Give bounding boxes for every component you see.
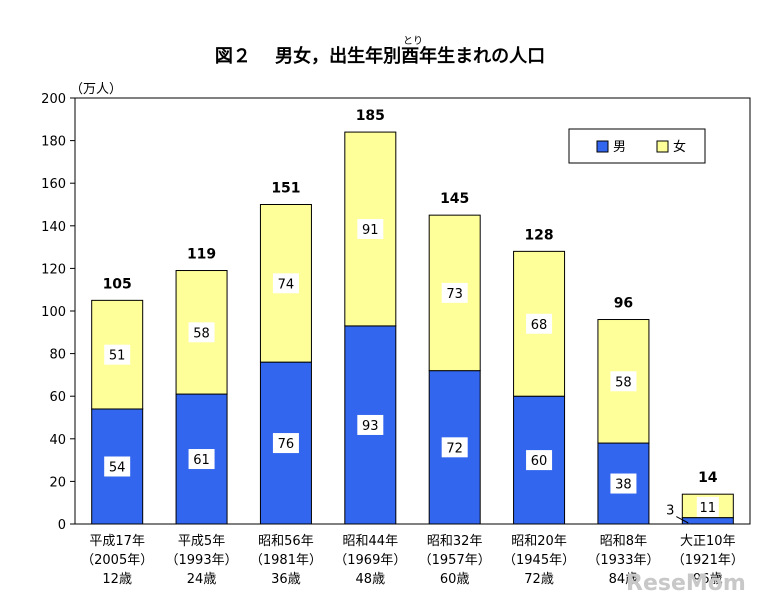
- x-category-label: 72歳: [524, 572, 554, 587]
- title-suffix: 年生まれの人口: [419, 45, 545, 67]
- x-category-label: （1921年）: [672, 553, 744, 568]
- male-value-label: 72: [446, 441, 463, 456]
- x-category-label: 昭和20年: [511, 534, 567, 549]
- male-value-label: 3: [666, 504, 674, 519]
- male-value-label-box: [526, 450, 553, 471]
- x-category-label: 昭和44年: [343, 534, 399, 549]
- plot-area: 0 20 40 60 80 100 120 140 160 180 200 105 54 51 平成17年 （…: [41, 92, 751, 587]
- x-category-label: 昭和56年: [258, 534, 314, 549]
- male-value-label: 93: [362, 419, 379, 434]
- female-value-label-box: [441, 282, 468, 303]
- male-value-label-box: [272, 433, 299, 454]
- x-category-label: （1945年）: [503, 553, 575, 568]
- female-value-label: 68: [531, 318, 548, 333]
- x-category-label: 12歳: [102, 572, 132, 587]
- x-category-label: 36歳: [271, 572, 301, 587]
- x-category-label: （1933年）: [587, 553, 659, 568]
- female-value-label: 91: [362, 223, 379, 238]
- x-category-label: （1957年）: [419, 553, 491, 568]
- female-value-label: 11: [700, 501, 717, 516]
- male-value-label-box: [610, 473, 637, 494]
- y-tick-label: 20: [49, 475, 66, 490]
- x-category-label: （2005年）: [81, 553, 153, 568]
- x-category-label: 平成5年: [178, 534, 225, 549]
- title-prefix: 図２ 男女，出生年別: [215, 45, 401, 67]
- chart-title: 図２ 男女，出生年別酉年生まれの人口 とり: [215, 35, 545, 67]
- y-tick-label: 140: [41, 220, 66, 235]
- bar-male: [681, 517, 734, 525]
- x-category-label: 大正10年: [680, 534, 736, 549]
- y-tick-label: 0: [58, 518, 66, 533]
- y-tick-label: 180: [41, 135, 66, 150]
- total-label: 145: [440, 191, 469, 207]
- y-tick-label: 100: [41, 305, 66, 320]
- female-value-label-box: [526, 313, 553, 334]
- x-category-label: 昭和32年: [427, 534, 483, 549]
- male-value-leader: [676, 516, 689, 524]
- total-label: 96: [614, 296, 633, 312]
- watermark-logo: ReseMom: [626, 571, 746, 596]
- total-label: 14: [698, 470, 718, 486]
- x-category-label: （1969年）: [334, 553, 406, 568]
- male-value-label: 76: [278, 437, 295, 452]
- male-value-label-box: [188, 449, 215, 470]
- male-value-label-box: [104, 456, 131, 477]
- x-category-label: （1993年）: [166, 553, 238, 568]
- x-category-label: 平成17年: [89, 534, 145, 549]
- y-tick-label: 40: [49, 433, 66, 448]
- female-value-label-box: [272, 273, 299, 294]
- title-kanji: 酉: [401, 46, 419, 67]
- male-value-label: 61: [193, 453, 210, 468]
- male-value-label-box: [441, 437, 468, 458]
- male-value-label: 60: [531, 454, 548, 469]
- title-ruby: とり: [403, 35, 423, 47]
- legend-box: [568, 128, 706, 164]
- female-value-label: 51: [109, 349, 126, 364]
- x-category-label: 24歳: [187, 572, 217, 587]
- female-value-label-box: [696, 496, 719, 517]
- male-value-label-box: [357, 414, 384, 435]
- female-value-label: 73: [446, 287, 463, 302]
- female-value-label-box: [357, 218, 384, 239]
- y-tick-label: 160: [41, 177, 66, 192]
- y-tick-label: 60: [49, 390, 66, 405]
- female-value-label-box: [610, 371, 637, 392]
- total-label: 105: [103, 276, 132, 292]
- legend-swatch-male: [596, 140, 609, 153]
- y-tick-label: 120: [41, 262, 66, 277]
- legend-swatch-female: [656, 140, 669, 153]
- total-label: 119: [187, 247, 216, 263]
- female-value-label: 74: [278, 277, 295, 292]
- y-axis-unit-label: （万人）: [70, 82, 122, 97]
- total-label: 151: [271, 181, 300, 197]
- female-value-label: 58: [615, 375, 632, 390]
- female-value-label-box: [188, 322, 215, 343]
- y-tick-label: 80: [49, 348, 66, 363]
- x-category-label: 48歳: [356, 572, 386, 587]
- x-category-label: 60歳: [440, 572, 470, 587]
- male-value-label: 54: [109, 460, 126, 475]
- x-category-label: 84歳: [609, 572, 639, 587]
- total-label: 185: [356, 108, 385, 124]
- female-value-label-box: [104, 344, 131, 365]
- legend-label-male: 男: [613, 140, 626, 155]
- x-category-label: 96歳: [693, 572, 723, 587]
- svg-text:図２ 男女，出生年別酉年生まれの人口: 図２ 男女，出生年別酉年生まれの人口: [215, 45, 545, 67]
- male-value-label: 38: [615, 478, 632, 493]
- legend-label-female: 女: [673, 139, 686, 155]
- y-tick-label: 200: [41, 92, 66, 107]
- total-label: 128: [524, 227, 553, 243]
- x-category-label: （1981年）: [250, 553, 322, 568]
- x-category-label: 昭和8年: [600, 534, 647, 549]
- female-value-label: 58: [193, 326, 210, 341]
